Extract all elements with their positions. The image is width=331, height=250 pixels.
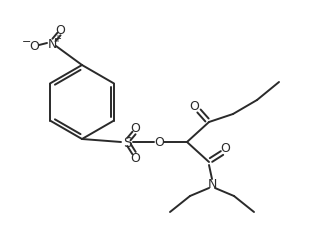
Text: S: S	[122, 136, 131, 149]
Text: +: +	[53, 34, 61, 44]
Text: −: −	[22, 37, 32, 47]
Text: O: O	[189, 100, 199, 113]
Text: O: O	[130, 152, 140, 165]
Text: O: O	[55, 24, 65, 36]
Text: O: O	[130, 122, 140, 135]
Text: O: O	[29, 39, 39, 52]
Text: N: N	[47, 37, 57, 50]
Text: O: O	[220, 142, 230, 155]
Text: O: O	[154, 136, 164, 149]
Text: N: N	[207, 178, 217, 191]
